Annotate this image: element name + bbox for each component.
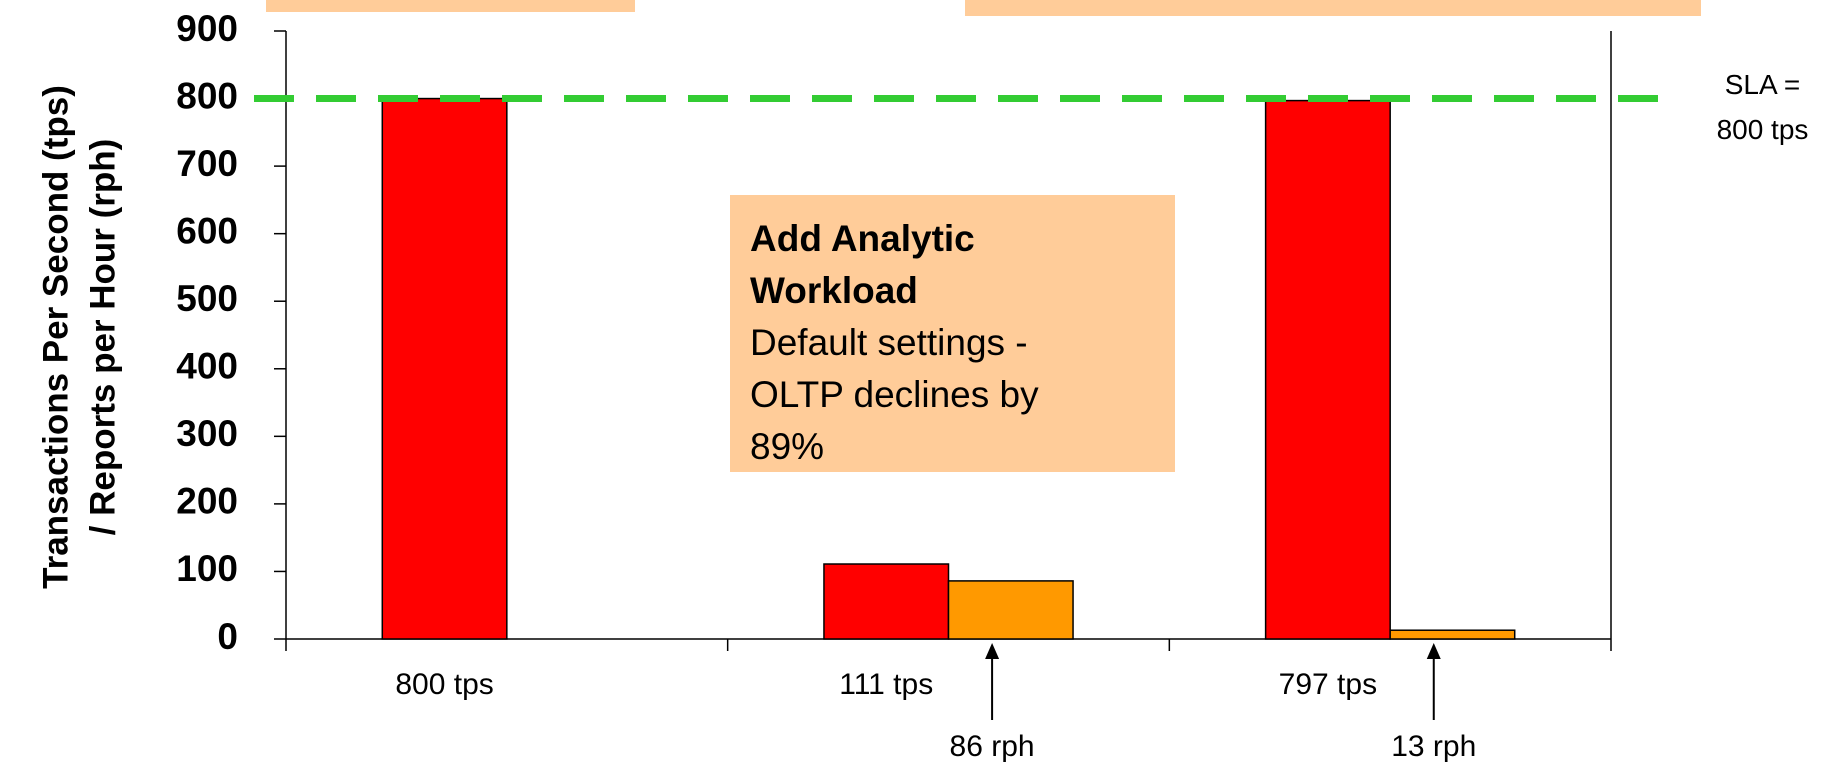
bar	[1389, 629, 1516, 640]
value-label: 800 tps	[395, 668, 493, 701]
sla-label: SLA = 800 tps	[1716, 69, 1809, 145]
y-tick-label: 200	[176, 481, 238, 522]
arrow-head	[985, 643, 1000, 659]
y-tick-label: 500	[176, 278, 238, 319]
y-axis-label: Transactions Per Second (tps)	[36, 85, 75, 589]
bar	[823, 563, 950, 640]
value-label: 797 tps	[1279, 668, 1377, 701]
annotation: Add Analytic Workload Default settings -…	[730, 195, 1175, 472]
annotation-title: Add Analytic Workload	[750, 218, 975, 311]
annotation-text: Default settings - OLTP declines by 89%	[750, 322, 1039, 467]
y-tick-label: 900	[176, 8, 238, 49]
y-tick-label: 600	[176, 210, 238, 251]
y-tick-label: 100	[176, 548, 238, 589]
arrow-head	[1426, 643, 1441, 659]
note-box	[965, 0, 1701, 16]
bar	[947, 580, 1074, 640]
bar	[1264, 99, 1391, 640]
bar	[381, 97, 508, 640]
y-tick-label: 800	[176, 75, 238, 116]
y-tick-label: 300	[176, 413, 238, 454]
value-label: 111 tps	[839, 668, 933, 701]
value-label: 13 rph	[1391, 730, 1476, 763]
value-label: 86 rph	[950, 730, 1035, 763]
note-box	[266, 0, 635, 12]
y-tick-label: 700	[176, 143, 238, 184]
y-axis-label: / Reports per Hour (rph)	[83, 139, 122, 536]
y-tick-label: 0	[217, 616, 238, 657]
y-tick-label: 400	[176, 346, 238, 387]
